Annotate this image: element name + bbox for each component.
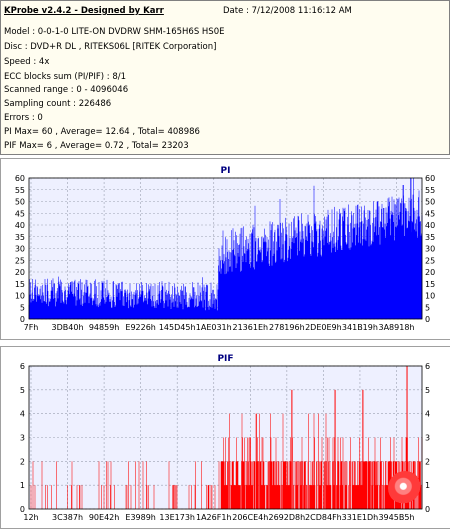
y-tick-label-right: 40 [425, 221, 435, 230]
y-tick-label-left: 45 [15, 209, 25, 218]
y-tick-label-right: 6 [425, 362, 430, 371]
y-tick-label-left: 3 [20, 434, 25, 443]
x-tick-label: 12h [23, 513, 38, 522]
y-tick-label-left: 60 [15, 174, 25, 183]
x-tick-label: 3DB40h [52, 323, 84, 332]
y-tick-label-right: 30 [425, 245, 435, 254]
y-tick-label-right: 0 [425, 315, 430, 324]
x-tick-label: 21361Eh [233, 323, 269, 332]
y-tick-label-right: 4 [425, 410, 430, 419]
x-tick-label: 145D45h [159, 323, 196, 332]
y-tick-label-left: 10 [15, 292, 25, 301]
disc-logo-icon [388, 471, 422, 505]
x-tick-label: 3C387h [52, 513, 83, 522]
y-tick-label-right: 25 [425, 256, 435, 265]
pif-chart: PIF 0 0 1 1 2 2 3 3 4 4 5 5 6 6 12h 3C387h 90E42h E3989h 13… [20, 354, 430, 522]
info-panel: KProbe v2.4.2 - Designed by Karr Date : … [0, 0, 450, 155]
x-tick-label: 3A8918h [378, 323, 414, 332]
chart-title: PI [221, 166, 231, 176]
x-tick-label: 7Fh [24, 323, 39, 332]
y-tick-label-left: 20 [15, 268, 25, 277]
y-tick-label-right: 55 [425, 186, 435, 195]
info-scanned-range: Scanned range : 0 - 4096046 [4, 85, 129, 95]
app-title: KProbe v2.4.2 - Designed by Karr [4, 6, 164, 16]
x-tick-label: E9226h [125, 323, 155, 332]
y-tick-label-left: 55 [15, 186, 25, 195]
y-tick-label-left: 50 [15, 198, 25, 207]
info-disc: Disc : DVD+R DL , RITEKS06L [RITEK Corpo… [4, 42, 217, 52]
y-tick-label-right: 10 [425, 292, 435, 301]
y-tick-label-left: 35 [15, 233, 25, 242]
x-tick-label: 1AE031h [196, 323, 232, 332]
y-tick-label-left: 40 [15, 221, 25, 230]
pi-chart-panel: PI 0 0 5 5 10 10 15 15 20 20 25 25 30 30 35 35 40 40 45 45 50… [0, 158, 450, 340]
y-tick-label-right: 3 [425, 434, 430, 443]
x-tick-label: 278196h [269, 323, 305, 332]
y-tick-label-left: 6 [20, 362, 25, 371]
y-tick-label-right: 5 [425, 303, 430, 312]
y-tick-label-left: 0 [20, 505, 25, 514]
y-tick-label-right: 35 [425, 233, 435, 242]
info-pif-summary: PIF Max= 6 , Average= 0.72 , Total= 2320… [4, 141, 189, 151]
y-tick-label-right: 1 [425, 481, 430, 490]
info-pi-summary: PI Max= 60 , Average= 12.64 , Total= 408… [4, 127, 200, 137]
y-tick-label-left: 2 [20, 457, 25, 466]
y-tick-label-right: 2 [425, 457, 430, 466]
info-speed: Speed : 4x [4, 57, 50, 67]
x-tick-label: 341B19h [342, 323, 378, 332]
y-tick-label-right: 60 [425, 174, 435, 183]
chart-title: PIF [217, 354, 233, 364]
y-tick-label-left: 0 [20, 315, 25, 324]
y-tick-label-right: 5 [425, 386, 430, 395]
x-tick-label: 1A26F1h [196, 513, 232, 522]
x-tick-label: 13E173h [159, 513, 195, 522]
x-tick-label: 206CE4h [232, 513, 268, 522]
y-tick-label-left: 1 [20, 481, 25, 490]
x-tick-label: 2CD84Fh [305, 513, 342, 522]
x-tick-label: 2692D8h [268, 513, 305, 522]
x-tick-label: 90E42h [89, 513, 119, 522]
x-tick-label: 331E1Dh [342, 513, 379, 522]
x-tick-label: 94859h [89, 323, 120, 332]
plot-frame [28, 177, 423, 320]
scan-date: Date : 7/12/2008 11:16:12 AM [223, 6, 352, 16]
y-tick-label-left: 5 [20, 386, 25, 395]
plot-frame [28, 365, 423, 510]
y-tick-label-right: 50 [425, 198, 435, 207]
y-tick-label-right: 15 [425, 280, 435, 289]
info-ecc-blocks: ECC blocks sum (PI/PIF) : 8/1 [4, 72, 127, 82]
pif-chart-panel: PIF 0 0 1 1 2 2 3 3 4 4 5 5 6 6 12h 3C387h 90E42h E3989h 13… [0, 346, 450, 529]
y-tick-label-right: 20 [425, 268, 435, 277]
y-tick-label-right: 45 [425, 209, 435, 218]
x-tick-label: 3945B5h [378, 513, 414, 522]
info-sampling-count: Sampling count : 226486 [4, 99, 112, 109]
y-tick-label-left: 5 [20, 303, 25, 312]
y-tick-label-left: 4 [20, 410, 25, 419]
y-tick-label-left: 15 [15, 280, 25, 289]
y-tick-label-left: 25 [15, 256, 25, 265]
x-tick-label: E3989h [125, 513, 155, 522]
info-model: Model : 0-0-1-0 LITE-ON DVDRW SHM-165H6S… [4, 27, 225, 37]
y-tick-label-right: 0 [425, 505, 430, 514]
info-errors: Errors : 0 [4, 113, 43, 123]
x-tick-label: 2DE0E9h [305, 323, 342, 332]
y-tick-label-left: 30 [15, 245, 25, 254]
